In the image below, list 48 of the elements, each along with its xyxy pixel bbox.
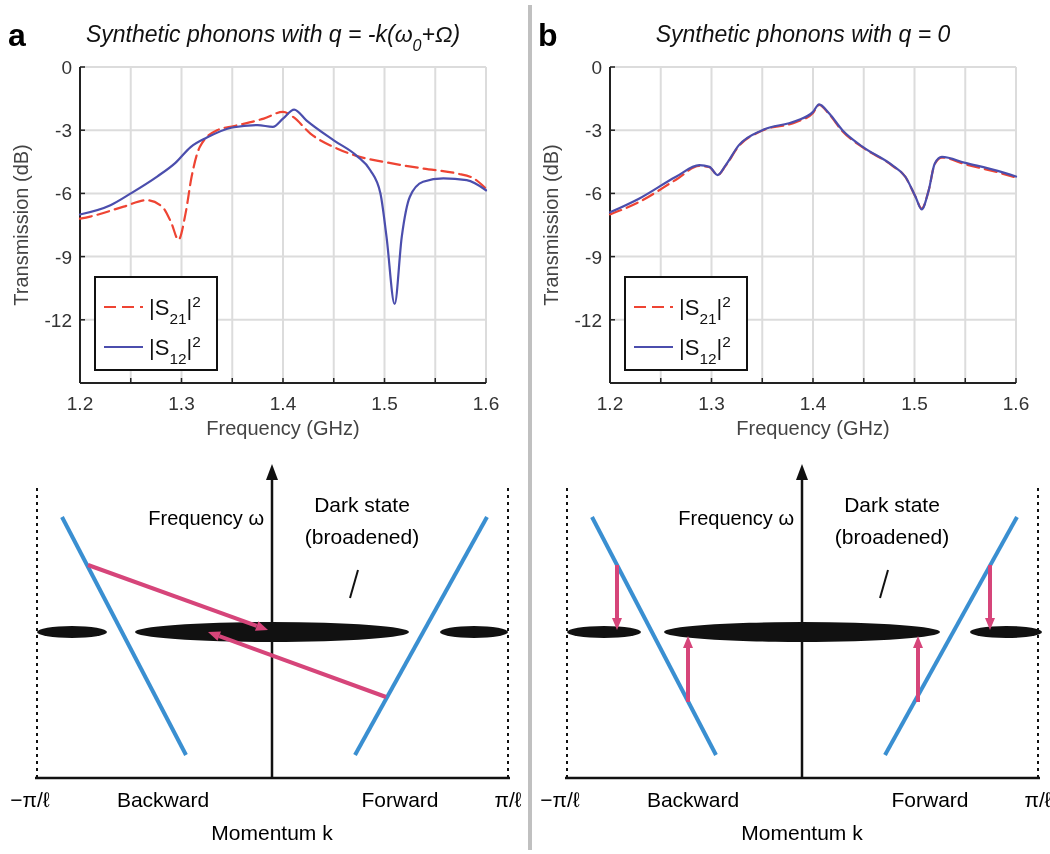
chart-title: Synthetic phonons with q = 0 — [655, 21, 951, 47]
y-tick-label: -9 — [55, 246, 72, 268]
x-tick-label: 1.3 — [698, 393, 725, 414]
y-tick-label: -9 — [585, 246, 602, 268]
text: Frequency ω — [148, 507, 264, 529]
x-tick-label: 1.5 — [901, 393, 928, 414]
x-tick-label: 1.2 — [66, 393, 94, 414]
text: Dark state — [844, 493, 940, 516]
y-tick-label: -6 — [55, 183, 72, 205]
y-tick-label: 0 — [591, 57, 602, 78]
text: −π/ℓ — [10, 788, 50, 811]
text: Momentum k — [741, 821, 864, 844]
y-tick-label: 0 — [61, 57, 72, 78]
x-axis-title: Frequency (GHz) — [206, 417, 360, 439]
x-tick-label: 1.4 — [799, 393, 827, 414]
x-axis-title: Frequency (GHz) — [736, 417, 890, 439]
y-tick-label: -3 — [55, 120, 72, 142]
text: Momentum k — [211, 821, 334, 844]
text: a — [8, 17, 26, 53]
text: Forward — [891, 788, 969, 811]
y-tick-label: -12 — [44, 309, 72, 331]
y-tick-label: -12 — [574, 309, 602, 331]
y-tick-label: -6 — [585, 183, 602, 205]
text: Dark state — [314, 493, 410, 516]
x-tick-label: 1.4 — [269, 393, 297, 414]
legend-label: |S$_{12}$|$^{2}$ — [149, 332, 201, 367]
text: (broadened) — [304, 525, 420, 548]
x-tick-label: 1.6 — [472, 393, 500, 414]
line-series — [78, 110, 488, 241]
text: π/ℓ — [494, 788, 522, 811]
legend-label: |S$_{21}$|$^{2}$ — [679, 292, 731, 327]
legend-label: |S$_{21}$|$^{2}$ — [149, 292, 201, 327]
text: Frequency ω — [678, 507, 794, 529]
text: Forward — [361, 788, 439, 811]
text: Backward — [116, 788, 210, 811]
y-axis-title: Transmission (dB) — [10, 144, 32, 306]
x-tick-label: 1.2 — [596, 393, 624, 414]
chart-title: Synthetic phonons with q = -k(ω$_{0}$+Ω) — [85, 21, 461, 54]
y-tick-label: -3 — [585, 120, 602, 142]
text: Backward — [646, 788, 740, 811]
text: (broadened) — [834, 525, 950, 548]
text: −π/ℓ — [540, 788, 580, 811]
x-tick-label: 1.5 — [371, 393, 398, 414]
x-tick-label: 1.3 — [168, 393, 195, 414]
text: b — [538, 17, 558, 53]
y-axis-title: Transmission (dB) — [540, 144, 562, 306]
x-tick-label: 1.6 — [1002, 393, 1030, 414]
legend-label: |S$_{12}$|$^{2}$ — [679, 332, 731, 367]
